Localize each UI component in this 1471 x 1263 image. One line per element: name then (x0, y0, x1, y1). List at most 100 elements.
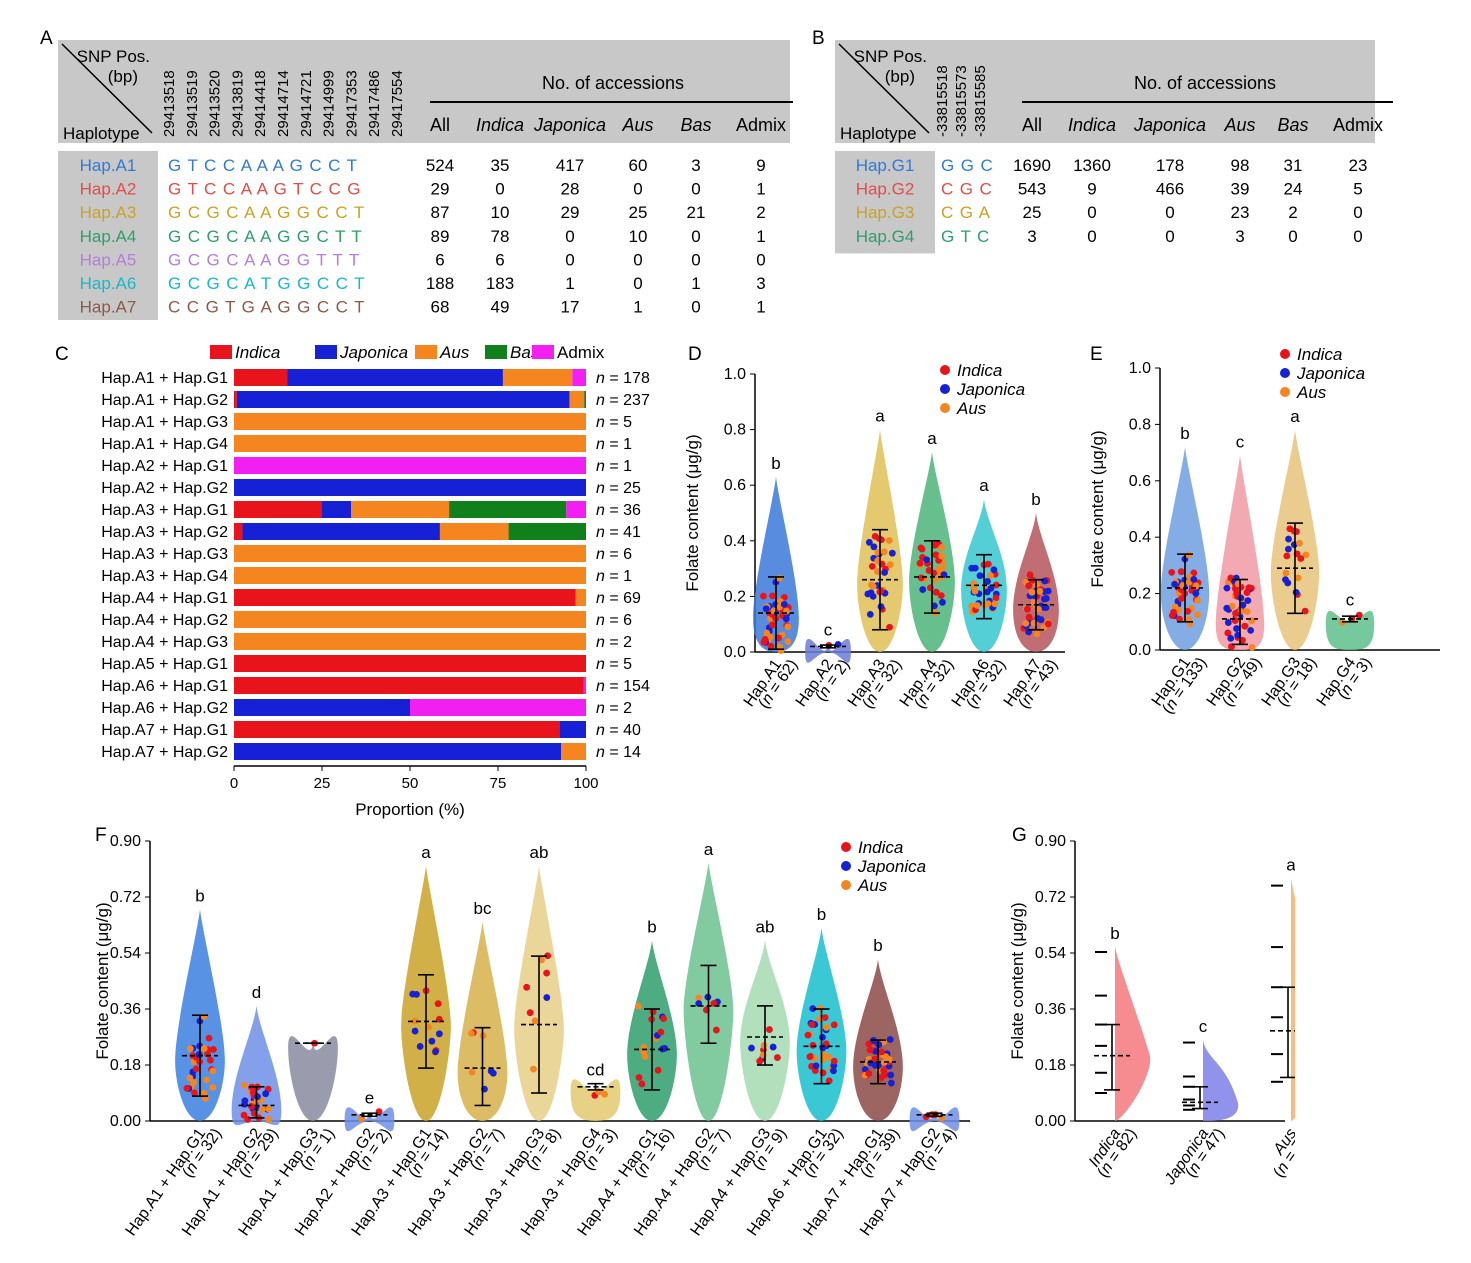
data-point (882, 1053, 890, 1061)
category-label: Hap.A6 + Hap.G1 (101, 678, 228, 695)
data-point (1227, 634, 1235, 642)
accession-count: 0 (1087, 227, 1096, 246)
data-point (760, 592, 767, 600)
n-label: n = 2 (596, 634, 632, 651)
data-point (1296, 539, 1303, 547)
haplotype-name: Hap.A6 (80, 274, 137, 293)
data-point (487, 1067, 495, 1075)
data-point (601, 1090, 608, 1098)
snp-position-label: 29417486 (366, 70, 383, 137)
data-point (523, 983, 531, 991)
data-point (760, 1042, 768, 1049)
accession-count: 0 (633, 274, 642, 293)
data-point (543, 994, 551, 1001)
accession-count: 0 (633, 250, 642, 269)
x-tick-label: 50 (402, 775, 419, 792)
accession-count: 0 (691, 298, 700, 317)
data-point (192, 1065, 200, 1073)
data-point (190, 1078, 197, 1086)
category-label: Hap.A7 + Hap.G2 (101, 744, 228, 761)
haplotype-name: Hap.A5 (80, 250, 137, 269)
legend-dot (841, 861, 851, 871)
data-point (1302, 551, 1310, 559)
significance-letter: a (1286, 855, 1295, 874)
bar-segment (234, 699, 410, 716)
significance-letter: b (1031, 490, 1040, 509)
data-point (784, 623, 792, 631)
bar-segment (508, 523, 586, 540)
data-point (1036, 587, 1044, 595)
haplotype-name: Hap.G1 (856, 156, 915, 175)
data-point (183, 1084, 191, 1092)
accession-count: 2 (1288, 203, 1297, 222)
accession-count: 87 (431, 203, 450, 222)
data-point (1037, 616, 1045, 624)
y-axis-title: Folate content (μg/g) (1088, 430, 1107, 587)
bar-segment (234, 567, 586, 584)
accession-count: 23 (1349, 156, 1368, 175)
y-tick-label: 0.0 (724, 644, 746, 661)
column-header: Japonica (533, 115, 606, 135)
data-point (634, 1002, 642, 1010)
data-point (880, 548, 888, 556)
accession-count: 25 (1023, 203, 1042, 222)
data-point (931, 541, 939, 549)
category-label: Hap.A4 + Hap.G3 (101, 634, 228, 651)
data-point (869, 592, 877, 600)
data-point (748, 1044, 755, 1052)
significance-letter: b (1180, 424, 1189, 443)
bar-segment (234, 479, 586, 496)
bar-segment (410, 699, 586, 716)
data-point (1041, 577, 1049, 585)
data-point (981, 601, 989, 609)
accession-count: 89 (431, 227, 450, 246)
accession-count: 466 (1156, 180, 1184, 199)
panel-label-c: C (55, 344, 69, 365)
y-tick-label: 1.0 (724, 366, 746, 383)
data-point (777, 647, 785, 655)
haplotype-column-bg (58, 151, 158, 320)
category-label: Hap.A3 + Hap.G2 (101, 524, 228, 541)
haplotype-name: Hap.A4 (80, 227, 137, 246)
data-point (544, 952, 552, 960)
data-point (1301, 607, 1309, 615)
data-point (973, 602, 981, 609)
bar-segment (322, 501, 352, 518)
data-point (1194, 611, 1201, 619)
data-point (428, 1037, 436, 1045)
data-point (468, 1068, 476, 1076)
data-point (413, 990, 420, 998)
y-tick-label: 0.90 (1035, 833, 1066, 850)
n-label: n = 1 (596, 458, 632, 475)
data-point (925, 567, 933, 574)
data-point (191, 1089, 198, 1097)
accession-count: 1 (633, 298, 642, 317)
bar-segment (234, 457, 586, 474)
significance-letter: a (704, 840, 714, 859)
significance-letter: b (817, 905, 826, 924)
data-point (248, 1103, 255, 1110)
accession-count: 0 (691, 180, 700, 199)
y-tick-label: 0.72 (1035, 889, 1066, 906)
data-point (1026, 571, 1034, 579)
data-point (830, 1021, 838, 1029)
bar-segment (449, 501, 567, 518)
legend-dot (1280, 387, 1290, 397)
y-axis-title: Folate content (μg/g) (683, 434, 702, 591)
column-header: Aus (1223, 115, 1255, 135)
accession-count: 0 (1353, 227, 1362, 246)
haplotype-sequence: G T C C A A A G C C T (168, 156, 358, 175)
y-tick-label: 0.36 (110, 1001, 141, 1018)
data-point (767, 642, 775, 650)
data-point (265, 1105, 272, 1113)
data-point (200, 1045, 208, 1052)
data-point (865, 1040, 873, 1048)
data-point (1355, 611, 1363, 619)
legend-label: Indica (235, 343, 280, 362)
data-point (1035, 605, 1042, 613)
violin-shape (909, 1107, 960, 1132)
data-point (262, 1090, 270, 1098)
accession-count: 1 (756, 298, 765, 317)
panel-label-b: B (812, 28, 825, 49)
data-point (932, 551, 940, 559)
